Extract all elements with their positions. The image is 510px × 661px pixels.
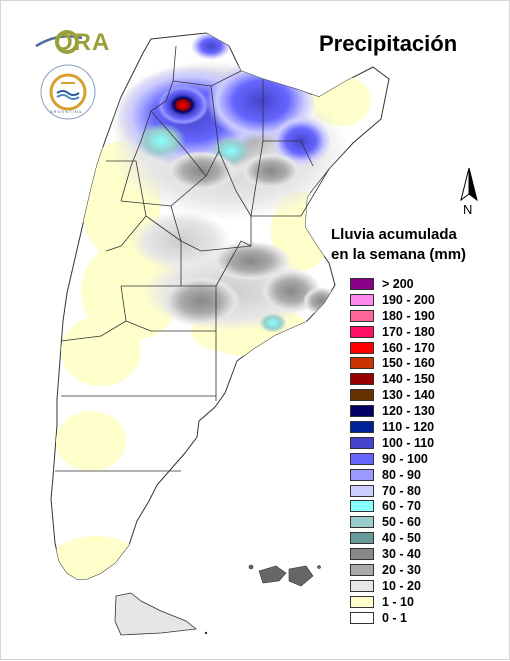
north-arrow-icon: [460, 167, 478, 202]
legend-item: > 200: [350, 276, 435, 292]
legend-item: 50 - 60: [350, 514, 435, 530]
legend-item: 140 - 150: [350, 371, 435, 387]
legend-swatch: [350, 357, 374, 370]
tierra-del-fuego: [114, 592, 198, 636]
legend-item: 40 - 50: [350, 530, 435, 546]
legend-item: 60 - 70: [350, 498, 435, 514]
legend-item: 10 - 20: [350, 578, 435, 594]
legend-label: 90 - 100: [382, 451, 428, 466]
malvinas-islands: [248, 564, 321, 587]
ora-logo-icon: [35, 30, 83, 54]
legend-item: 80 - 90: [350, 467, 435, 483]
legend-swatch: [350, 452, 374, 465]
legend-item: 160 - 170: [350, 340, 435, 356]
legend-label: 40 - 50: [382, 531, 421, 546]
legend-title-line1: Lluvia acumulada: [331, 226, 457, 243]
legend-label: 180 - 190: [382, 308, 435, 323]
legend-swatch: [350, 341, 374, 354]
legend-title: Lluvia acumulada en la semana (mm): [331, 225, 501, 265]
isla-de-los-estados: [204, 631, 208, 635]
legend-label: 70 - 80: [382, 483, 421, 498]
legend-label: 10 - 20: [382, 578, 421, 593]
legend-label: 50 - 60: [382, 515, 421, 530]
legend-label: 110 - 120: [382, 419, 435, 434]
legend-item: 170 - 180: [350, 324, 435, 340]
province-borders: [55, 45, 330, 472]
legend-label: 140 - 150: [382, 372, 435, 387]
legend-label: 30 - 40: [382, 547, 421, 562]
legend-swatch: [350, 468, 374, 481]
map-title: Precipitación: [319, 31, 458, 56]
legend-item: 90 - 100: [350, 451, 435, 467]
legend-label: 150 - 160: [382, 356, 435, 371]
legend-swatch: [350, 516, 374, 529]
legend-swatch: [350, 277, 374, 290]
legend-swatch: [350, 579, 374, 592]
north-label: N: [463, 202, 473, 217]
legend-swatch: [350, 500, 374, 513]
legend-swatch: [350, 611, 374, 624]
legend-swatch: [350, 373, 374, 386]
legend-item: 70 - 80: [350, 483, 435, 499]
legend-item: 130 - 140: [350, 387, 435, 403]
legend-label: 120 - 130: [382, 404, 435, 419]
legend-label: 80 - 90: [382, 467, 421, 482]
legend-swatch: [350, 484, 374, 497]
legend-item: 120 - 130: [350, 403, 435, 419]
legend-swatch: [350, 309, 374, 322]
legend-item: 0 - 1: [350, 610, 435, 626]
legend-swatch: [350, 389, 374, 402]
legend-label: 170 - 180: [382, 324, 435, 339]
institutional-seal-icon: [40, 64, 96, 120]
legend-label: 100 - 110: [382, 435, 435, 450]
legend-title-line2: en la semana (mm): [331, 246, 467, 263]
legend-swatch: [350, 405, 374, 418]
legend-swatch: [350, 548, 374, 561]
legend-swatch: [350, 436, 374, 449]
legend-label: 20 - 30: [382, 562, 421, 577]
legend-label: 190 - 200: [382, 292, 435, 307]
legend-swatch: [350, 532, 374, 545]
legend-item: 180 - 190: [350, 308, 435, 324]
legend-label: 0 - 1: [382, 610, 408, 625]
legend-swatch: [350, 563, 374, 576]
legend-swatch: [350, 325, 374, 338]
legend-item: 20 - 30: [350, 562, 435, 578]
legend-item: 150 - 160: [350, 355, 435, 371]
legend-swatch: [350, 420, 374, 433]
legend-item: 110 - 120: [350, 419, 435, 435]
legend-label: > 200: [382, 276, 414, 291]
ora-logo-text: ORA: [54, 29, 111, 56]
legend-item: 1 - 10: [350, 594, 435, 610]
legend-item: 100 - 110: [350, 435, 435, 451]
legend-item: 190 - 200: [350, 292, 435, 308]
legend-label: 130 - 140: [382, 388, 435, 403]
legend-swatch: [350, 293, 374, 306]
legend-item: 30 - 40: [350, 546, 435, 562]
legend-swatch: [350, 595, 374, 608]
legend: > 200 190 - 200 180 - 190 170 - 180 160 - 17…: [350, 276, 435, 626]
seal-caption: ARGENTINA: [50, 109, 83, 114]
legend-label: 1 - 10: [382, 594, 414, 609]
legend-label: 160 - 170: [382, 340, 435, 355]
legend-label: 60 - 70: [382, 499, 421, 514]
